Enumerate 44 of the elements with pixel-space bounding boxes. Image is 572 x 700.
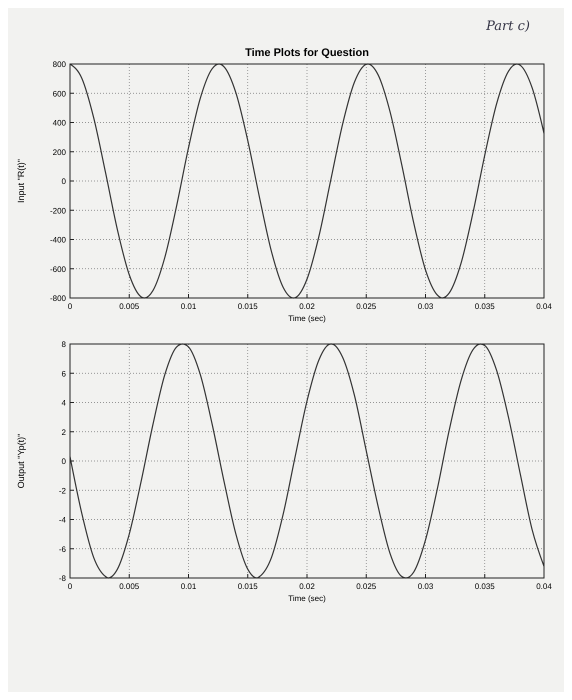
x-axis-title: Time (sec) (288, 594, 326, 603)
x-tick-label: 0.04 (536, 302, 552, 311)
x-tick-label: 0.005 (119, 302, 140, 311)
y-tick-label: 0 (62, 457, 67, 466)
line-series (69, 343, 545, 579)
y-tick-label: 400 (52, 118, 67, 128)
chart-title: Time Plots for Question (245, 47, 370, 59)
y-tick-label: -4 (58, 516, 67, 524)
y-tick-label: -200 (50, 206, 67, 216)
y-tick-label: 6 (62, 369, 67, 378)
x-tick-label: 0.025 (356, 582, 377, 591)
y-tick-label: 800 (52, 60, 67, 69)
x-tick-label: 0.02 (299, 302, 316, 311)
x-tick-label: 0 (68, 302, 73, 311)
y-tick-label: 600 (52, 89, 67, 98)
y-tick-label: 200 (52, 148, 67, 157)
y-axis-title: Input "R(t)" (16, 159, 26, 203)
line-series (69, 63, 545, 299)
x-tick-label: 0.01 (180, 582, 197, 591)
text: Part c) (485, 19, 530, 34)
y-tick-label: 4 (62, 398, 67, 408)
x-tick-label: 0.025 (356, 302, 377, 311)
y-tick-label: -2 (58, 486, 67, 496)
x-tick-label: 0 (68, 582, 73, 591)
y-tick-label: 0 (62, 177, 67, 186)
x-tick-label: 0.04 (536, 582, 552, 591)
y-tick-label: -800 (50, 294, 67, 303)
y-tick-label: 2 (62, 428, 67, 437)
x-axis-title: Time (sec) (288, 314, 326, 323)
x-tick-label: 0.005 (119, 582, 140, 591)
x-tick-label: 0.01 (180, 302, 197, 311)
x-tick-label: 0.035 (474, 302, 496, 311)
x-tick-label: 0.03 (418, 582, 434, 591)
x-tick-label: 0.035 (474, 582, 496, 591)
y-tick-label: 8 (62, 340, 67, 349)
y-axis-title: Output "Yp(t)" (16, 434, 26, 488)
y-tick-label: -8 (58, 574, 67, 583)
x-tick-label: 0.015 (238, 582, 258, 591)
y-tick-label: -600 (50, 264, 67, 274)
x-tick-label: 0.02 (299, 582, 316, 591)
y-tick-label: -6 (58, 544, 67, 554)
y-tick-label: -400 (50, 236, 67, 244)
x-tick-label: 0.03 (418, 302, 434, 311)
x-tick-label: 0.015 (238, 302, 258, 311)
